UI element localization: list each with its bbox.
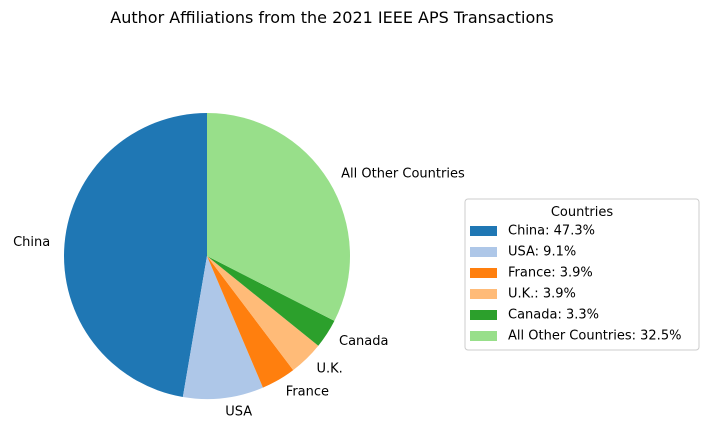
chart-title: Author Affiliations from the 2021 IEEE A… <box>110 8 553 27</box>
legend-entry-france: France: 3.9% <box>508 266 593 281</box>
legend-entry-canada: Canada: 3.3% <box>508 308 599 323</box>
legend-swatch-canada <box>470 310 497 320</box>
legend: Countries China: 47.3% USA: 9.1% France: 3… <box>464 198 700 351</box>
legend-frame <box>464 198 700 351</box>
legend-entries: China: 47.3% USA: 9.1% France: 3.9% U.K.: 3… <box>470 224 681 344</box>
legend-swatch-france <box>470 268 497 278</box>
legend-swatch-u-k <box>470 289 497 299</box>
pie-slice-u-k <box>207 256 319 371</box>
pie-slice-all-other-countries <box>207 113 351 321</box>
pie-slice-china <box>63 113 207 397</box>
legend-swatch-china <box>470 226 497 236</box>
pie-label-u-k: U.K. <box>316 361 342 376</box>
legend-entry-all-other-countries: All Other Countries: 32.5% <box>508 329 681 344</box>
pie-slice-france <box>207 256 294 388</box>
legend-title: Countries <box>551 205 614 220</box>
legend-swatch-all-other-countries <box>470 331 497 341</box>
pie-label-all-other-countries: All Other Countries <box>341 166 465 181</box>
pie-slices <box>63 113 351 399</box>
pie-slice-canada <box>207 256 335 346</box>
legend-entry-u-k: U.K.: 3.9% <box>508 287 576 302</box>
pie-slice-usa <box>182 256 263 399</box>
pie-label-china: China <box>13 235 50 250</box>
legend-entry-china: China: 47.3% <box>508 224 595 239</box>
legend-entry-usa: USA: 9.1% <box>508 245 576 260</box>
pie-slice-labels: China USA France U.K. Canada All Other Countr… <box>13 166 465 419</box>
pie-label-canada: Canada <box>339 334 388 349</box>
pie-label-usa: USA <box>225 405 252 420</box>
legend-swatch-usa <box>470 247 497 257</box>
pie-label-france: France <box>286 385 329 400</box>
